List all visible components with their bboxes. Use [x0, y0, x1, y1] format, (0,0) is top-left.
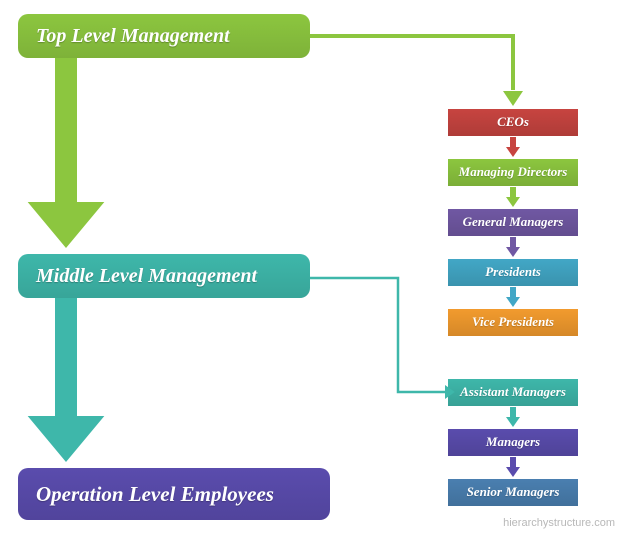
connector-middle-to-roles [0, 0, 625, 535]
watermark-text: hierarchystructure.com [503, 517, 615, 529]
